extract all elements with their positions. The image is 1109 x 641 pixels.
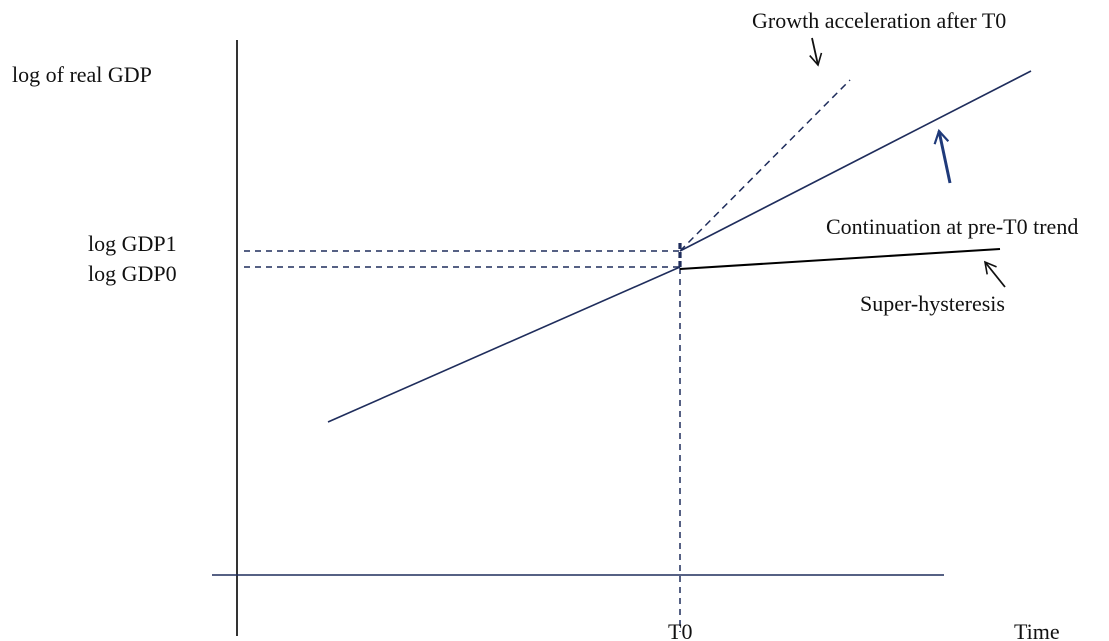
continuation-label: Continuation at pre-T0 trend [826, 214, 1078, 239]
gdp0-label: log GDP0 [88, 261, 177, 286]
super-hysteresis-line [679, 248, 1001, 270]
super-hysteresis-arrow [983, 260, 1006, 288]
continuation-trend-line [679, 70, 1032, 252]
super-hysteresis-label: Super-hysteresis [860, 291, 1005, 316]
x-axis-label: Time [1014, 619, 1060, 641]
growth-acceleration-line [679, 79, 851, 252]
growth-acceleration-label: Growth acceleration after T0 [752, 8, 1006, 33]
t0-label: T0 [668, 619, 692, 641]
pre-t0-trend-line [327, 266, 681, 423]
growth-acceleration-arrow [809, 37, 823, 67]
continuation-arrow [933, 128, 952, 184]
y-axis-label: log of real GDP [12, 62, 152, 87]
gdp1-label: log GDP1 [88, 231, 177, 256]
